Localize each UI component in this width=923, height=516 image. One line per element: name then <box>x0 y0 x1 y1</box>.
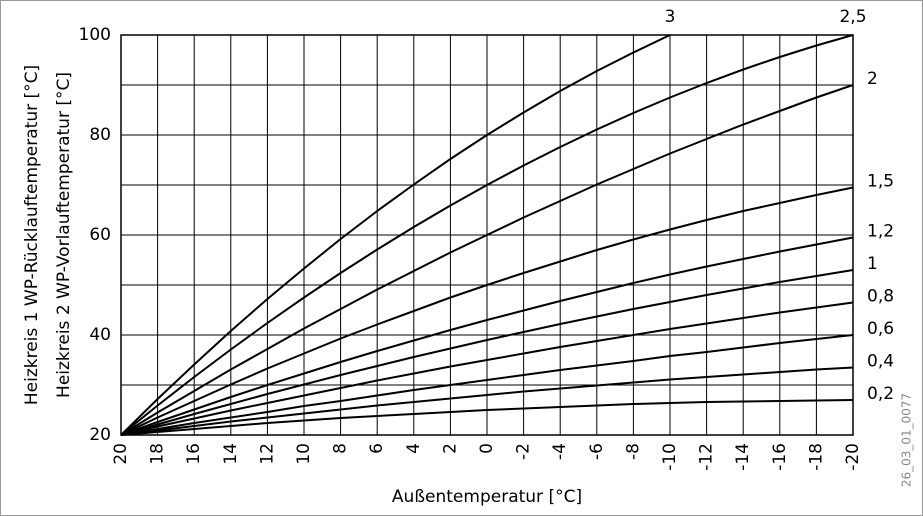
legend-label: 0,4 <box>867 352 894 372</box>
x-tick-label: -10 <box>660 443 680 471</box>
x-tick-label: 18 <box>148 443 168 465</box>
curve <box>120 186 854 436</box>
y-tick-label: 60 <box>89 225 111 245</box>
x-tick-label: -16 <box>770 443 790 471</box>
curve <box>120 269 854 436</box>
x-tick-label: 8 <box>331 443 351 454</box>
curve <box>120 301 854 436</box>
x-tick-label: 6 <box>367 443 387 454</box>
x-tick-label: 2 <box>440 443 460 454</box>
x-tick-label: 10 <box>294 443 314 465</box>
y-axis-label: Heizkreis 1 WP-Rücklauftemperatur [°C] <box>22 65 42 405</box>
x-tick-label: 12 <box>257 443 277 465</box>
legend-label: 0,8 <box>867 287 894 307</box>
curve <box>120 34 854 436</box>
legend-label: 1,2 <box>867 222 894 242</box>
legend-label: 1 <box>867 254 878 274</box>
x-tick-label: -4 <box>550 443 570 460</box>
curve <box>120 366 854 436</box>
curve <box>120 84 854 436</box>
curve <box>120 399 854 436</box>
legend-label: 2 <box>867 69 878 89</box>
x-tick-label: 20 <box>111 443 131 465</box>
x-tick-label: -8 <box>623 443 643 460</box>
y-tick-label: 80 <box>89 125 111 145</box>
curve <box>120 334 854 436</box>
legend-label: 0,2 <box>867 384 894 404</box>
x-tick-label: 4 <box>404 443 424 454</box>
legend-label: 2,5 <box>839 7 866 27</box>
x-tick-label: -20 <box>843 443 863 471</box>
x-tick-label: 0 <box>477 443 497 454</box>
curve <box>120 236 854 436</box>
x-axis-label: Außentemperatur [°C] <box>392 487 582 507</box>
y-tick-label: 100 <box>79 25 111 45</box>
legend-label: 1,5 <box>867 172 894 192</box>
x-tick-label: -18 <box>806 443 826 471</box>
legend-label: 3 <box>665 7 676 27</box>
x-tick-label: -12 <box>697 443 717 471</box>
x-tick-label: 14 <box>221 443 241 465</box>
y-axis-label: Heizkreis 2 WP-Vorlauftemperatur [°C] <box>54 72 74 398</box>
y-tick-label: 20 <box>89 425 111 445</box>
y-tick-label: 40 <box>89 325 111 345</box>
x-tick-label: 16 <box>184 443 204 465</box>
figure-code: 26_03_01_0077 <box>900 393 914 487</box>
legend-label: 0,6 <box>867 319 894 339</box>
curve <box>120 34 671 436</box>
x-tick-label: -2 <box>514 443 534 460</box>
x-tick-label: -14 <box>733 443 753 471</box>
plot-border <box>120 34 854 436</box>
x-tick-label: -6 <box>587 443 607 460</box>
